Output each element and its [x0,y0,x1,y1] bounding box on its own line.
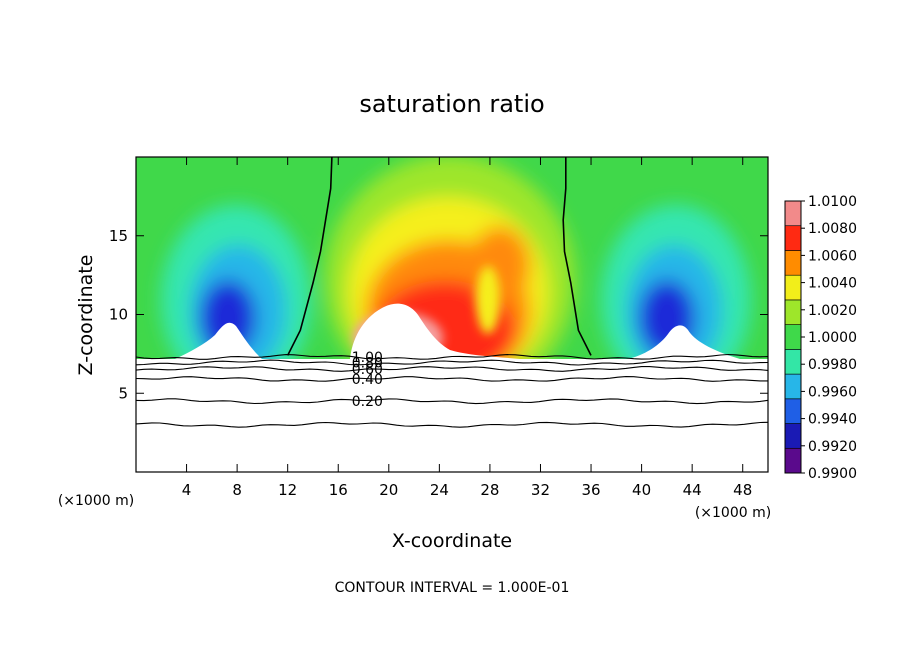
colorbar-labels: 1.0100 1.0080 1.0060 1.0040 1.0020 1.0000 0.99… [801,194,857,482]
colorbar-swatches [784,200,802,474]
contour-label: 0.20 [352,394,383,410]
colorbar-label: 0.9980 [808,357,857,373]
colorbar-swatch [784,225,802,251]
x-tick-label: 36 [581,481,600,499]
contour-lines: 1.000.800.600.40 0.20 [135,350,769,428]
colorbar-swatch [784,373,802,400]
contour-line [135,398,769,405]
contour-line [135,359,769,366]
colorbar-label: 0.9900 [808,466,857,482]
y-tick-label: 10 [109,306,128,324]
y-tick-label: 5 [118,384,128,402]
colorbar-label: 0.9960 [808,384,857,400]
contour-interval-note: CONTOUR INTERVAL = 1.000E-01 [335,580,570,596]
chart-title: saturation ratio [359,90,544,118]
colorbar-swatch [784,349,802,375]
x-tick-label: 16 [329,481,348,499]
y-axis-ticks: 5 10 15 [109,227,768,402]
colorbar-label: 1.0080 [808,221,857,237]
x-axis-unit-left: (×1000 m) [58,493,134,509]
contour-label: 0.40 [352,372,383,388]
colorbar-label: 1.0020 [808,303,857,319]
colorbar-label: 0.9920 [808,439,857,455]
x-tick-label: 20 [379,481,398,499]
x-tick-label: 24 [430,481,449,499]
x-axis-label: X-coordinate [392,530,512,552]
contour-label: 0.80 [352,356,383,372]
x-tick-label: 48 [733,481,752,499]
center-yellow-streak [476,266,500,334]
x-axis-unit-right: (×1000 m) [695,505,771,521]
contour-line [135,353,769,360]
contour-line [135,376,768,382]
colorbar-swatch [784,447,802,474]
color-field [136,157,768,359]
colorbar-label: 1.0000 [808,330,857,346]
colorbar-label: 1.0040 [808,276,857,292]
colorbar-swatch [784,398,802,424]
x-tick-label: 12 [278,481,297,499]
colorbar-swatch [784,250,802,276]
colorbar-swatch [784,299,802,325]
contour-line [135,421,769,428]
contour-label: 0.60 [352,362,383,378]
x-tick-label: 32 [531,481,550,499]
y-axis-label: Z-coordinate [75,255,97,376]
x-tick-label: 40 [632,481,651,499]
left-white-bump [175,322,262,359]
colorbar-swatch [784,324,802,350]
plot-area: 1.000.800.600.400.20 4 8 12 16 20 24 28 32 36 40 4… [109,156,769,499]
contour-label: 1.00 [352,350,383,366]
x-axis-ticks: 4 8 12 16 20 24 28 32 36 40 44 48 [182,157,752,499]
colorbar-swatch [784,200,802,227]
colorbar-label: 1.0060 [808,248,857,264]
x-tick-label: 44 [683,481,702,499]
x-tick-label: 28 [480,481,499,499]
colorbar: 1.0100 1.0080 1.0060 1.0040 1.0020 1.0000 0.99… [784,194,857,482]
left-saturation-boundary [286,157,333,356]
contour-line [135,366,769,372]
central-white-dome [350,303,520,359]
x-tick-label: 8 [232,481,242,499]
colorbar-label: 1.0100 [808,194,857,210]
right-white-bump [628,325,740,359]
right-saturation-boundary [562,157,592,356]
y-tick-label: 15 [109,227,128,245]
colorbar-swatch [784,274,802,301]
colorbar-swatch [784,423,802,449]
x-tick-label: 4 [182,481,192,499]
colorbar-label: 0.9940 [808,412,857,428]
